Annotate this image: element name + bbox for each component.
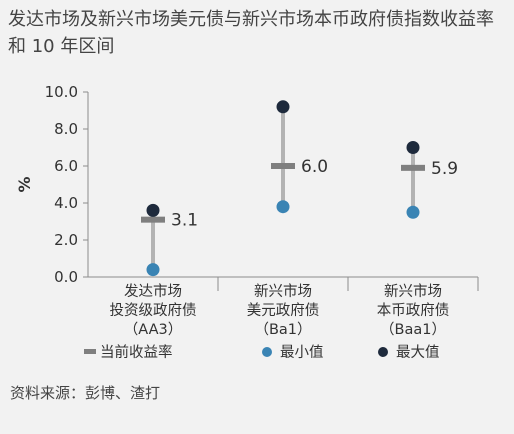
current-yield-marker xyxy=(141,216,165,223)
current-value-label: 6.0 xyxy=(301,157,328,177)
current-yield-marker xyxy=(271,163,295,169)
x-tick-label: （Baa1） xyxy=(380,321,446,338)
source-note: 资料来源：彭博、渣打 xyxy=(10,384,161,402)
y-tick-label: 8.0 xyxy=(54,120,78,138)
legend-max-swatch xyxy=(378,347,388,357)
x-tick-label: 新兴市场 xyxy=(384,283,442,300)
min-dot xyxy=(406,205,420,219)
x-tick-label: （Ba1） xyxy=(254,321,311,338)
x-tick-label: 美元政府债 xyxy=(247,302,320,319)
current-yield-marker xyxy=(401,164,425,171)
y-tick-label: 10.0 xyxy=(45,83,78,101)
y-tick-label: 6.0 xyxy=(54,157,78,175)
max-dot xyxy=(146,203,160,217)
legend-min-label: 最小值 xyxy=(280,344,324,361)
legend-max-label: 最大值 xyxy=(396,344,440,361)
legend-current-swatch xyxy=(84,349,96,354)
x-tick-label: 新兴市场 xyxy=(254,283,312,300)
chart-marks: 3.1 6.0 5.9 xyxy=(141,100,458,277)
y-tick-label: 2.0 xyxy=(54,231,78,249)
min-dot xyxy=(146,263,160,277)
legend-current-label: 当前收益率 xyxy=(100,344,173,361)
x-tick-label: 发达市场 xyxy=(124,283,182,300)
x-tick-label: 投资级政府债 xyxy=(110,302,197,319)
y-tick-label: 4.0 xyxy=(54,194,78,212)
min-dot xyxy=(276,200,290,214)
x-tick-label: （AA3） xyxy=(124,321,182,338)
chart-legend: 当前收益率 最小值 最大值 xyxy=(84,344,440,361)
current-value-label: 5.9 xyxy=(431,159,458,179)
y-tick-label: 0.0 xyxy=(54,268,78,286)
chart-title: 发达市场及新兴市场美元债与新兴市场本币政府债指数收益率和 10 年区间 xyxy=(8,9,494,57)
max-dot xyxy=(276,100,290,114)
max-dot xyxy=(406,141,420,154)
legend-min-swatch xyxy=(262,347,272,357)
current-value-label: 3.1 xyxy=(171,211,198,231)
x-tick-label: 本币政府债 xyxy=(377,302,450,319)
y-axis-label: % xyxy=(15,176,34,192)
